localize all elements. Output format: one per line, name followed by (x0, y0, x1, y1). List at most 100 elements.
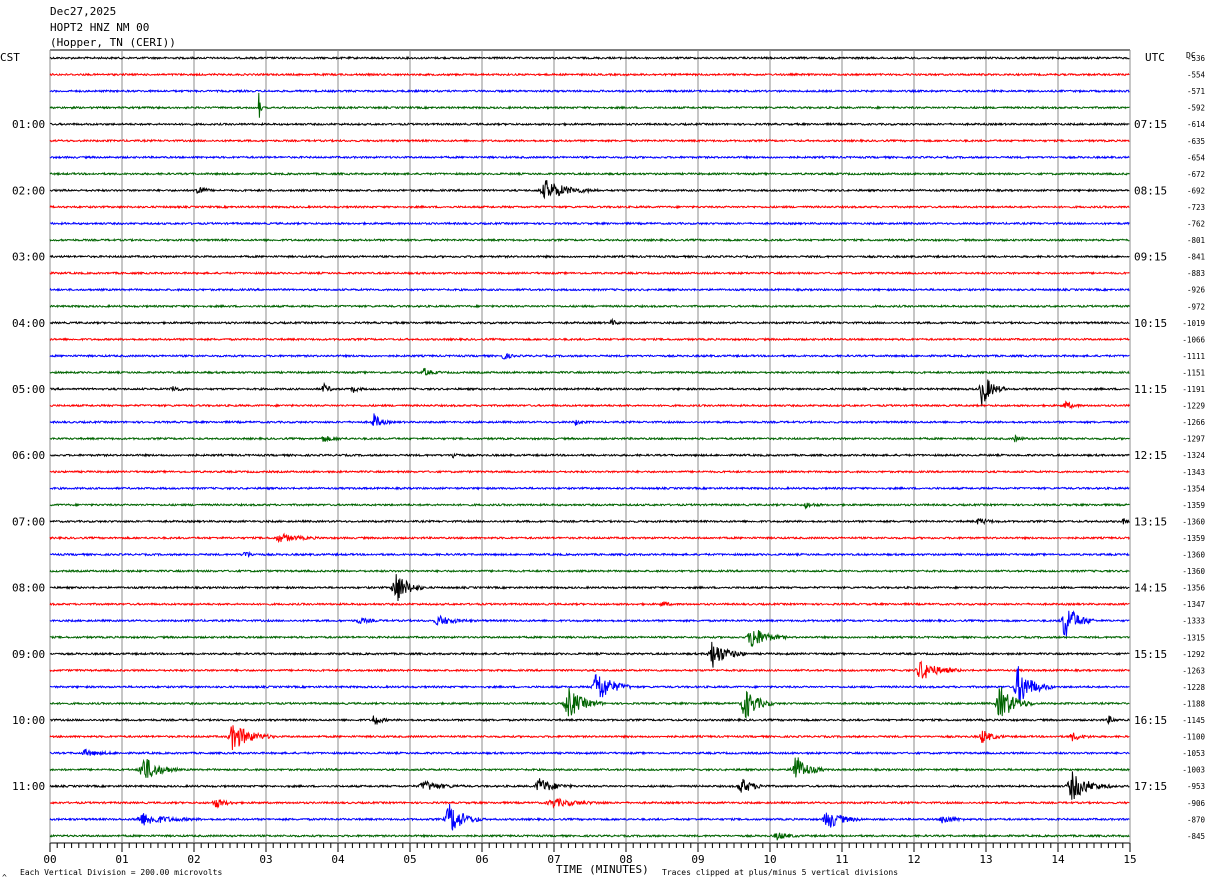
dc-offset-label: -1053 (1182, 749, 1205, 758)
dc-title: DC (1186, 51, 1196, 60)
utc-hour-label: 07:15 (1134, 118, 1167, 131)
chart-date: Dec27,2025 (50, 5, 116, 18)
trace-line (49, 532, 1130, 544)
dc-offset-label: -1003 (1182, 766, 1205, 775)
dc-offset-label: -1297 (1182, 435, 1205, 444)
dc-offset-labels: -536 -554 -571 -592 -614 -635 -654 -672 -692 -723… (1182, 54, 1205, 841)
trace-line (49, 55, 1130, 61)
dc-offset-label: -1347 (1182, 600, 1205, 609)
x-tick-label: 03 (259, 853, 272, 866)
cst-hour-label: 05:00 (12, 383, 45, 396)
dc-offset-label: -536 (1187, 54, 1206, 63)
trace-line (49, 574, 1130, 602)
trace-line (49, 748, 1130, 757)
utc-hour-label: 17:15 (1134, 780, 1167, 793)
trace-line (49, 254, 1130, 259)
dc-offset-label: -554 (1187, 71, 1206, 80)
utc-hour-label: 08:15 (1134, 184, 1167, 197)
trace-line (49, 771, 1130, 800)
corner-mark: ^ (2, 873, 7, 882)
trace-line (49, 600, 1130, 608)
dc-offset-label: -1343 (1182, 468, 1205, 477)
dc-offset-label: -1145 (1182, 716, 1205, 725)
station-location: (Hopper, TN (CERI)) (50, 36, 176, 49)
cst-hour-label: 01:00 (12, 118, 45, 131)
x-tick-label: 13 (979, 853, 992, 866)
dc-offset-label: -972 (1187, 302, 1205, 311)
trace-line (49, 550, 1130, 559)
dc-offset-label: -1333 (1182, 617, 1205, 626)
trace-line (49, 88, 1130, 94)
seismic-traces (49, 55, 1130, 841)
trace-line (49, 568, 1130, 574)
x-tick-label: 09 (691, 853, 704, 866)
trace-line (49, 221, 1130, 226)
x-tick-label: 02 (187, 853, 200, 866)
dc-offset-label: -614 (1187, 120, 1206, 129)
dc-offset-label: -845 (1187, 832, 1205, 841)
dc-offset-label: -1359 (1182, 501, 1205, 510)
utc-hour-label: 11:15 (1134, 383, 1167, 396)
dc-offset-label: -1111 (1182, 352, 1205, 361)
trace-line (49, 379, 1130, 407)
trace-line (49, 138, 1130, 144)
dc-offset-label: -870 (1187, 815, 1206, 824)
dc-offset-label: -592 (1187, 104, 1205, 113)
dc-offset-label: -1292 (1182, 650, 1205, 659)
dc-offset-label: -654 (1187, 153, 1206, 162)
dc-offset-label: -635 (1187, 137, 1205, 146)
cst-axis-title: CST (0, 51, 20, 64)
x-tick-label: 08 (619, 853, 632, 866)
trace-line (49, 204, 1130, 210)
utc-hour-label: 14:15 (1134, 582, 1167, 595)
trace-line (49, 452, 1130, 459)
trace-line (49, 154, 1130, 160)
dc-offset-label: -1100 (1182, 733, 1205, 742)
dc-offset-label: -1228 (1182, 683, 1205, 692)
trace-line (49, 518, 1130, 526)
dc-offset-label: -1066 (1182, 335, 1205, 344)
dc-offset-label: -1360 (1182, 551, 1205, 560)
footer-scale-note: Each Vertical Division = 200.00 microvol… (20, 868, 222, 877)
dc-offset-label: -1263 (1182, 666, 1205, 675)
dc-offset-label: -571 (1187, 87, 1205, 96)
trace-line (49, 610, 1130, 637)
trace-line (49, 660, 1130, 679)
trace-line (49, 469, 1130, 475)
trace-line (49, 352, 1130, 360)
dc-offset-label: -1356 (1182, 584, 1205, 593)
x-axis-title: TIME (MINUTES) (556, 863, 649, 876)
trace-line (49, 413, 1130, 427)
trace-line (49, 180, 1130, 200)
dc-offset-label: -1266 (1182, 418, 1205, 427)
utc-hour-label: 16:15 (1134, 714, 1167, 727)
trace-line (49, 725, 1130, 751)
dc-offset-label: -1354 (1182, 484, 1205, 493)
trace-line (49, 270, 1130, 276)
dc-offset-label: -801 (1187, 236, 1205, 245)
x-tick-label: 04 (331, 853, 345, 866)
dc-offset-label: -953 (1187, 782, 1205, 791)
dc-offset-label: -1019 (1182, 319, 1205, 328)
trace-line (49, 317, 1130, 326)
cst-hour-label: 11:00 (12, 780, 45, 793)
trace-line (49, 287, 1130, 293)
trace-line (49, 367, 1130, 376)
dc-offset-label: -906 (1187, 799, 1206, 808)
cst-hour-label: 09:00 (12, 648, 45, 661)
trace-line (49, 92, 1130, 118)
utc-hour-labels: 07:15 08:15 09:15 10:15 11:15 12:15 13:15 14:15… (1134, 118, 1167, 793)
x-tick-label: 05 (403, 853, 416, 866)
x-tick-label: 07 (547, 853, 560, 866)
trace-line (49, 686, 1130, 719)
trace-line (49, 832, 1130, 841)
x-tick-label: 06 (475, 853, 488, 866)
dc-offset-label: -1191 (1182, 385, 1205, 394)
dc-offset-label: -762 (1187, 220, 1205, 229)
station-code: HOPT2 HNZ NM 00 (50, 21, 149, 34)
x-tick-label: 00 (43, 853, 56, 866)
dc-offset-label: -1324 (1182, 451, 1205, 460)
utc-hour-label: 15:15 (1134, 648, 1167, 661)
utc-hour-label: 09:15 (1134, 251, 1167, 264)
